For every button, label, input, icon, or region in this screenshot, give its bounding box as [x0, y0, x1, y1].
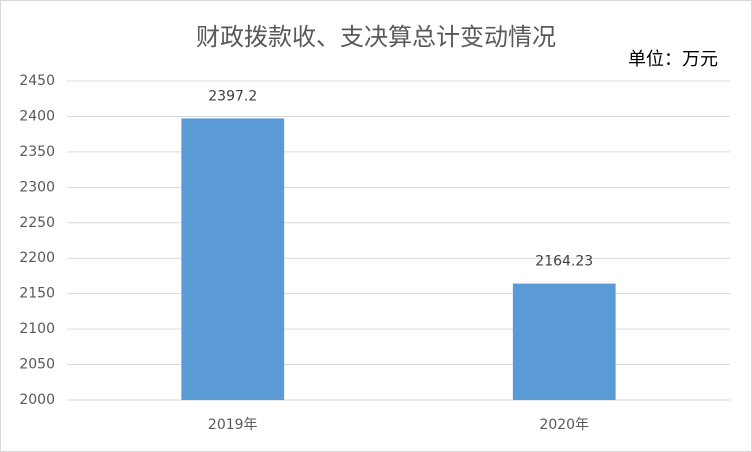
- y-tick-label: 2100: [19, 321, 55, 337]
- bar: [512, 283, 616, 400]
- y-tick-label: 2200: [19, 250, 55, 266]
- bar: [181, 118, 285, 401]
- x-tick-label: 2020年: [539, 417, 589, 433]
- y-tick-label: 2050: [19, 357, 55, 373]
- y-tick-label: 2250: [19, 215, 55, 231]
- data-label: 2164.23: [535, 254, 593, 270]
- y-tick-label: 2300: [19, 179, 55, 195]
- chart-title: 财政拨款收、支决算总计变动情况: [196, 23, 556, 51]
- data-label: 2397.2: [208, 88, 257, 104]
- unit-annotation: 单位：万元: [628, 49, 718, 70]
- y-tick-label: 2400: [19, 108, 55, 124]
- y-tick-label: 2150: [19, 286, 55, 302]
- y-tick-label: 2000: [19, 392, 55, 408]
- y-tick-label: 2350: [19, 144, 55, 160]
- y-tick-label: 2450: [19, 73, 55, 89]
- x-tick-label: 2019年: [208, 417, 258, 433]
